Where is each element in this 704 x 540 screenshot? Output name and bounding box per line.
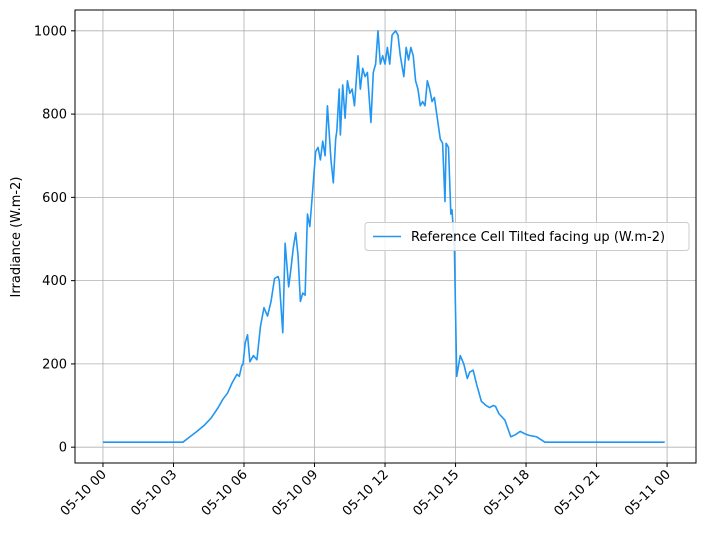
y-tick-label: 0: [59, 441, 67, 456]
legend-label: Reference Cell Tilted facing up (W.m-2): [411, 230, 665, 245]
x-tick-label: 05-10 09: [269, 467, 321, 519]
x-tick-label: 05-10 03: [128, 467, 180, 519]
y-axis-label: Irradiance (W.m-2): [9, 177, 24, 298]
x-tick-label: 05-10 06: [199, 467, 251, 519]
x-tick-label: 05-11 00: [622, 467, 674, 519]
y-tick-label: 600: [42, 191, 67, 206]
x-tick-label: 05-10 00: [58, 467, 110, 519]
x-tick-label: 05-10 18: [481, 467, 533, 519]
y-tick-label: 1000: [34, 24, 67, 39]
y-tick-label: 200: [42, 357, 67, 372]
y-tick-label: 800: [42, 108, 67, 123]
x-tick-label: 05-10 12: [340, 467, 392, 519]
legend-box: [364, 222, 690, 251]
x-tick-label: 05-10 21: [551, 467, 603, 519]
x-tick-label: 05-10 15: [410, 467, 462, 519]
y-tick-label: 400: [42, 274, 67, 289]
series-line: [102, 30, 665, 443]
plot-frame: [74, 9, 697, 464]
legend: Reference Cell Tilted facing up (W.m-2): [364, 222, 690, 251]
